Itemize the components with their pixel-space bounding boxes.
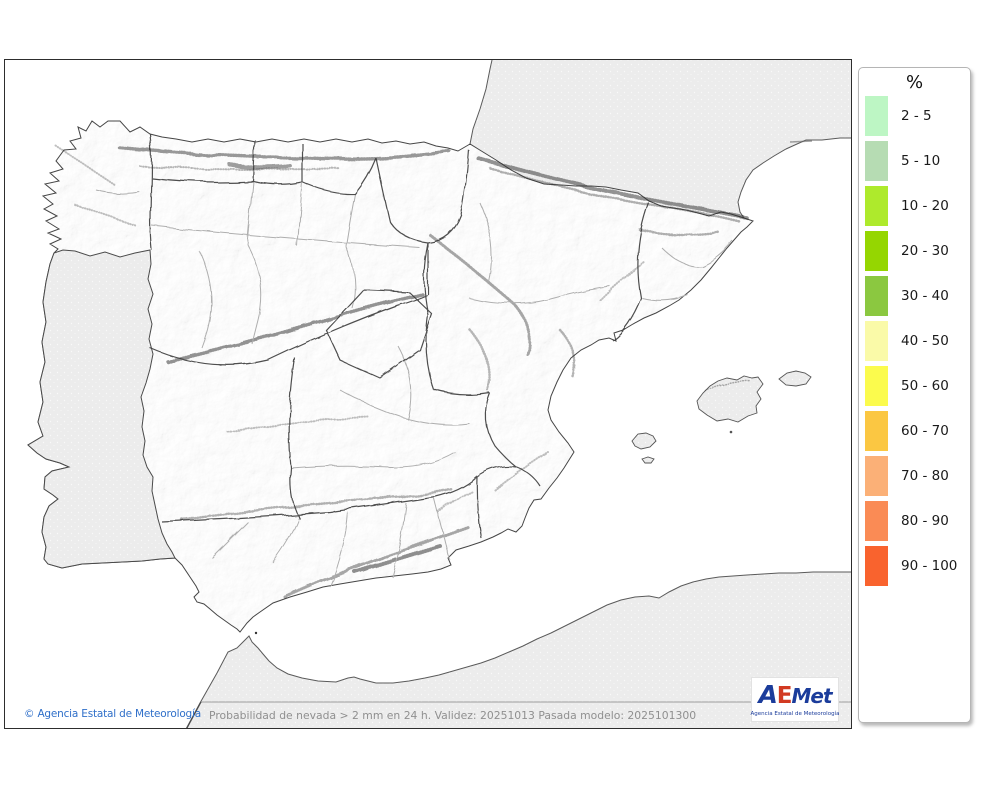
legend-title: %: [905, 72, 924, 93]
legend-label: 40 - 50: [901, 333, 949, 349]
africa-coastline: [185, 571, 851, 728]
france-region: [470, 60, 851, 218]
logo-letter-a: A: [758, 679, 777, 709]
logo-subtitle: Agencia Estatal de Meteorología: [750, 710, 840, 717]
legend-label: 20 - 30: [901, 243, 949, 259]
legend-label: 70 - 80: [901, 468, 949, 484]
legend-label: 30 - 40: [901, 288, 949, 304]
legend-row: 2 - 5: [865, 96, 970, 141]
legend-label: 10 - 20: [901, 198, 949, 214]
legend-swatch: [865, 456, 888, 496]
legend-row: 30 - 40: [865, 276, 970, 321]
legend-row: 70 - 80: [865, 456, 970, 501]
legend-label: 60 - 70: [901, 423, 949, 439]
map-caption: Probabilidad de nevada > 2 mm en 24 h. V…: [209, 709, 697, 722]
legend-row: 20 - 30: [865, 231, 970, 276]
legend-label: 90 - 100: [901, 558, 958, 574]
legend-label: 5 - 10: [901, 153, 941, 169]
community-borders: [149, 133, 650, 539]
legend-swatch: [865, 231, 888, 271]
legend-panel: % 2 - 5 5 - 10 10 - 20 20 - 30 30 - 40 4…: [858, 67, 971, 723]
footer-slash: [186, 701, 202, 728]
legend-swatch: [865, 321, 888, 361]
legend-row: 10 - 20: [865, 186, 970, 231]
legend-label: 80 - 90: [901, 513, 949, 529]
aemet-logo: AEMet Agencia Estatal de Meteorología: [751, 677, 839, 722]
copyright-text: © Agencia Estatal de Meteorología: [24, 708, 201, 720]
iberia-coastline: [27, 120, 754, 633]
legend-swatch: [865, 141, 888, 181]
legend-row: 90 - 100: [865, 546, 970, 591]
legend-label: 50 - 60: [901, 378, 949, 394]
logo-wordmark: AEMet: [758, 679, 833, 711]
legend-swatch: [865, 501, 888, 541]
map-frame: [4, 59, 852, 729]
legend-row: 5 - 10: [865, 141, 970, 186]
logo-letters-met: Met: [791, 683, 833, 708]
iberia-landmass: [28, 121, 753, 632]
legend-row: 80 - 90: [865, 501, 970, 546]
province-borders: [95, 180, 734, 588]
legend-row: 50 - 60: [865, 366, 970, 411]
legend-swatch: [865, 411, 888, 451]
balearic-islands: [631, 370, 812, 464]
legend-swatch: [865, 276, 888, 316]
logo-letter-e: E: [776, 682, 793, 709]
legend-swatch: [865, 366, 888, 406]
legend-rows: 2 - 5 5 - 10 10 - 20 20 - 30 30 - 40 40 …: [865, 96, 970, 591]
legend-swatch: [865, 546, 888, 586]
africa-region: [186, 572, 851, 728]
legend-row: 40 - 50: [865, 321, 970, 366]
portugal-region: [27, 249, 176, 569]
mountain-ridges: [54, 144, 751, 599]
legend-row: 60 - 70: [865, 411, 970, 456]
legend-swatch: [865, 96, 888, 136]
spain-relief-map: [5, 60, 851, 728]
legend-swatch: [865, 186, 888, 226]
gibraltar-dot: [254, 631, 258, 635]
france-coastline: [469, 60, 493, 145]
legend-label: 2 - 5: [901, 108, 932, 124]
